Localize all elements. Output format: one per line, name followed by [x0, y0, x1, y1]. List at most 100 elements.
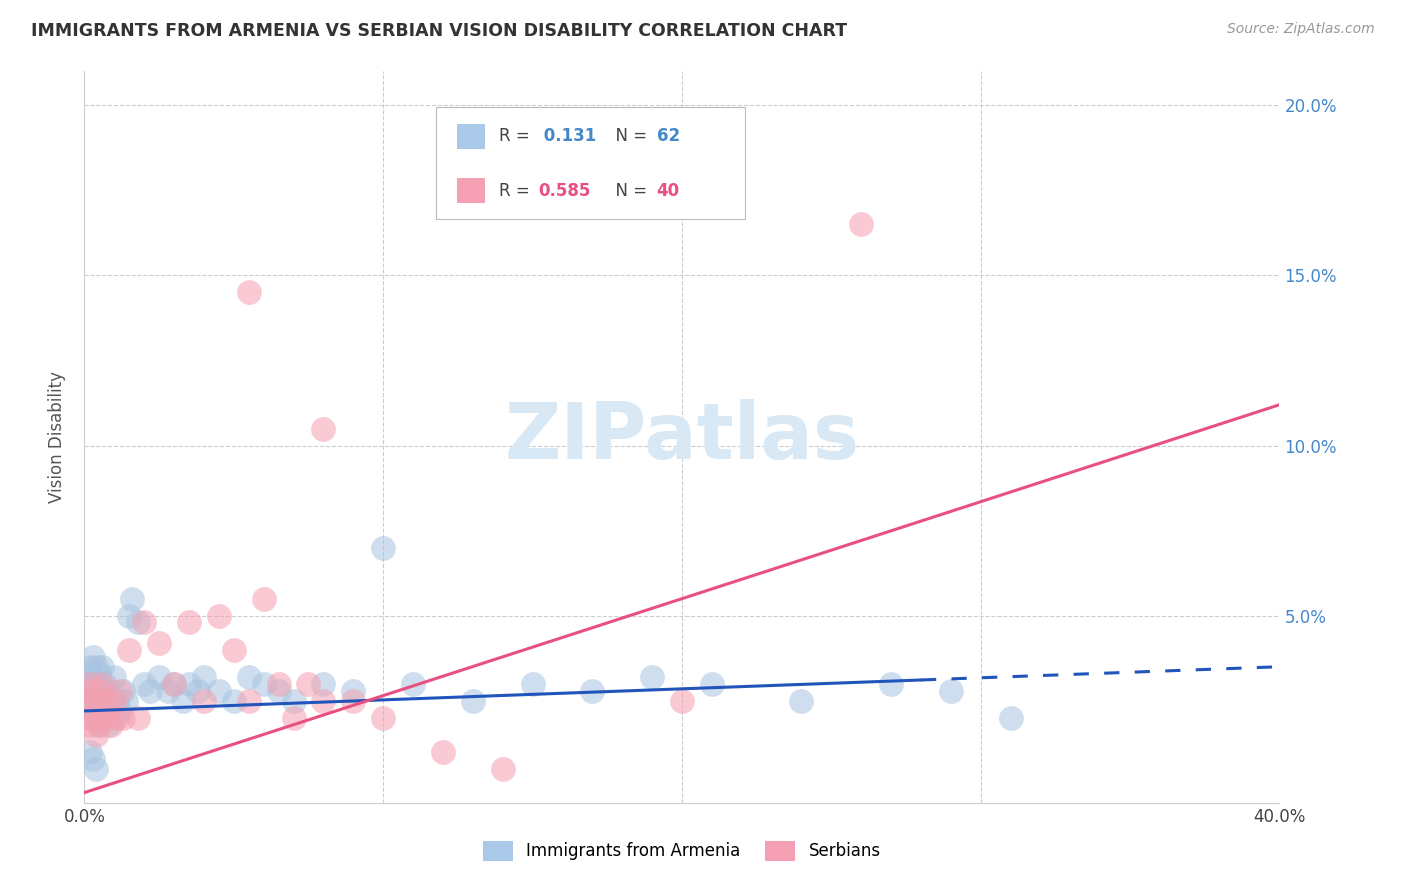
Point — [89, 666, 111, 681]
Legend: Immigrants from Armenia, Serbians: Immigrants from Armenia, Serbians — [477, 834, 887, 868]
Point — [76, 694, 98, 708]
Point — [522, 677, 544, 691]
Point — [312, 694, 335, 708]
Point — [97, 683, 120, 698]
Point — [86, 694, 108, 708]
Point — [373, 541, 395, 555]
Point — [172, 694, 194, 708]
Point — [89, 683, 111, 698]
Point — [432, 745, 454, 759]
Point — [82, 670, 104, 684]
Y-axis label: Vision Disability: Vision Disability — [48, 371, 66, 503]
Point — [79, 745, 101, 759]
Point — [163, 677, 186, 691]
Text: Source: ZipAtlas.com: Source: ZipAtlas.com — [1227, 22, 1375, 37]
Point — [297, 677, 319, 691]
Point — [283, 694, 305, 708]
Point — [100, 694, 122, 708]
Point — [253, 677, 276, 691]
Point — [94, 694, 117, 708]
Point — [82, 649, 104, 664]
Point — [91, 683, 114, 698]
Point — [110, 683, 132, 698]
Point — [208, 608, 231, 623]
Point — [238, 285, 260, 300]
Text: 0.585: 0.585 — [538, 182, 591, 200]
Point — [86, 762, 108, 776]
Text: IMMIGRANTS FROM ARMENIA VS SERBIAN VISION DISABILITY CORRELATION CHART: IMMIGRANTS FROM ARMENIA VS SERBIAN VISIO… — [31, 22, 846, 40]
Point — [76, 683, 98, 698]
Point — [79, 659, 101, 673]
Point — [267, 683, 290, 698]
Point — [91, 677, 114, 691]
Point — [103, 711, 125, 725]
Text: 0.131: 0.131 — [538, 128, 596, 145]
Point — [112, 683, 135, 698]
Point — [118, 608, 141, 623]
Point — [312, 421, 335, 435]
Point — [402, 677, 425, 691]
Point — [86, 683, 108, 698]
Point — [121, 591, 143, 606]
Point — [880, 677, 903, 691]
Point — [222, 642, 245, 657]
Point — [1000, 711, 1022, 725]
Point — [132, 677, 156, 691]
Point — [94, 704, 117, 718]
Point — [163, 677, 186, 691]
Point — [82, 694, 104, 708]
Point — [148, 636, 170, 650]
Point — [148, 670, 170, 684]
Point — [939, 683, 962, 698]
Point — [132, 615, 156, 630]
Point — [89, 717, 111, 731]
Point — [86, 728, 108, 742]
Point — [253, 591, 276, 606]
Point — [86, 711, 108, 725]
Point — [177, 615, 200, 630]
Point — [91, 711, 114, 725]
Point — [91, 659, 114, 673]
Point — [671, 694, 693, 708]
Point — [103, 670, 125, 684]
Text: N =: N = — [605, 182, 652, 200]
Point — [342, 694, 364, 708]
Point — [177, 677, 200, 691]
Text: 40: 40 — [657, 182, 679, 200]
Point — [193, 694, 215, 708]
Point — [82, 751, 104, 765]
Point — [238, 670, 260, 684]
Point — [267, 677, 290, 691]
Point — [86, 659, 108, 673]
Point — [100, 717, 122, 731]
Point — [157, 683, 180, 698]
Point — [97, 717, 120, 731]
Point — [492, 762, 515, 776]
Point — [82, 711, 104, 725]
Point — [342, 683, 364, 698]
Text: R =: R = — [499, 182, 536, 200]
Point — [76, 677, 98, 691]
Point — [139, 683, 162, 698]
Point — [105, 694, 128, 708]
Point — [222, 694, 245, 708]
Point — [105, 711, 128, 725]
Point — [641, 670, 664, 684]
Point — [238, 694, 260, 708]
Point — [97, 704, 120, 718]
Point — [127, 711, 149, 725]
Point — [851, 218, 873, 232]
Point — [79, 677, 101, 691]
Point — [312, 677, 335, 691]
Point — [118, 642, 141, 657]
Point — [110, 704, 132, 718]
Text: ZIPatlas: ZIPatlas — [505, 399, 859, 475]
Point — [94, 677, 117, 691]
Point — [208, 683, 231, 698]
Text: R =: R = — [499, 128, 536, 145]
Text: N =: N = — [605, 128, 652, 145]
Point — [91, 711, 114, 725]
Point — [112, 711, 135, 725]
Point — [700, 677, 723, 691]
Point — [187, 683, 209, 698]
